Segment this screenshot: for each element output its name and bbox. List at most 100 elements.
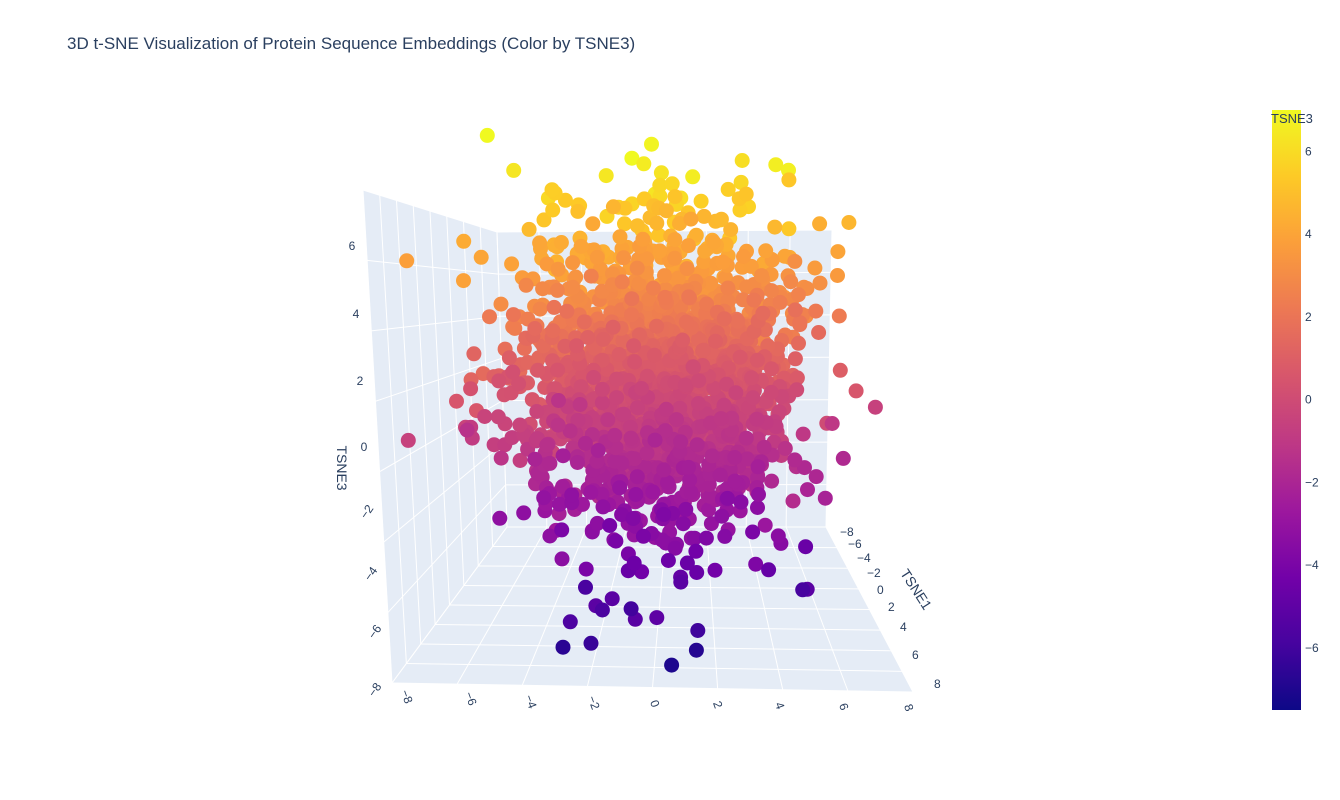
data-point	[628, 487, 644, 502]
data-point	[594, 352, 610, 368]
data-point	[627, 451, 642, 467]
data-point	[756, 439, 772, 455]
data-point	[518, 277, 534, 293]
data-point	[629, 260, 645, 276]
data-point	[831, 308, 847, 324]
data-point	[688, 642, 704, 658]
x-tick-label: 2	[710, 699, 726, 710]
colorbar-tick-label: −2	[1305, 475, 1319, 489]
data-point	[656, 462, 672, 478]
data-point	[546, 299, 562, 315]
data-point	[636, 156, 652, 172]
data-point	[449, 393, 464, 409]
data-point	[617, 216, 632, 232]
data-point	[486, 437, 502, 453]
data-point	[730, 313, 746, 329]
data-point	[570, 412, 586, 428]
data-point	[667, 250, 683, 266]
data-point	[554, 522, 570, 538]
data-point	[536, 212, 552, 228]
data-point	[714, 508, 730, 524]
data-point	[552, 496, 567, 512]
data-point	[505, 364, 521, 380]
data-point	[506, 162, 522, 178]
data-point	[542, 455, 558, 471]
data-point	[524, 392, 540, 408]
data-point	[664, 657, 680, 673]
data-point	[553, 235, 569, 250]
data-point	[466, 346, 482, 362]
data-point	[590, 443, 606, 458]
data-point	[746, 292, 762, 308]
data-point	[649, 610, 665, 626]
data-point	[573, 379, 589, 395]
data-point	[791, 335, 806, 351]
data-point	[595, 331, 611, 347]
data-point	[660, 553, 676, 568]
data-point	[594, 381, 610, 397]
data-point	[832, 362, 848, 378]
data-point	[767, 219, 783, 235]
data-point	[748, 556, 764, 572]
data-point	[800, 482, 815, 498]
z-tick-label: −6	[365, 622, 385, 642]
colorbar-tick-label: 2	[1305, 310, 1312, 324]
data-point	[492, 510, 508, 526]
colorbar-ticks: 6 4 2 0 −2 −4 −6	[1305, 144, 1319, 655]
data-point	[830, 268, 845, 283]
data-point	[622, 419, 638, 435]
data-point	[749, 411, 765, 427]
data-point	[745, 390, 761, 406]
data-point	[639, 368, 655, 384]
data-point	[600, 412, 616, 428]
data-point	[493, 450, 509, 466]
data-point	[754, 268, 770, 284]
data-point	[750, 459, 766, 475]
data-point	[757, 517, 773, 533]
data-point	[585, 216, 601, 232]
colorbar-tick-label: 4	[1305, 227, 1312, 241]
data-point	[463, 381, 479, 397]
data-point	[477, 409, 493, 424]
data-point	[713, 211, 729, 227]
data-point	[657, 289, 673, 305]
data-point	[626, 555, 642, 571]
y-tick-label: 0	[877, 583, 884, 597]
data-point	[687, 530, 703, 546]
y-tick-label: −8	[840, 525, 854, 539]
data-point	[641, 291, 657, 307]
data-point	[719, 490, 735, 506]
data-point	[785, 493, 801, 509]
x-tick-label: −8	[398, 688, 416, 706]
data-point	[511, 376, 527, 392]
data-point	[835, 450, 851, 466]
data-point	[623, 430, 639, 446]
data-point	[744, 370, 760, 386]
data-point	[812, 216, 828, 232]
data-point	[578, 579, 593, 595]
data-point	[624, 307, 640, 323]
data-point	[612, 480, 628, 496]
data-point	[651, 227, 667, 243]
data-point	[507, 320, 523, 336]
data-point	[570, 203, 586, 219]
data-point	[787, 253, 803, 269]
data-point	[708, 333, 723, 349]
data-points	[399, 127, 883, 673]
data-point	[604, 591, 620, 607]
data-point	[787, 452, 803, 468]
data-point	[738, 430, 754, 446]
data-point	[734, 153, 750, 168]
data-point	[555, 639, 571, 655]
data-point	[644, 136, 659, 152]
data-point	[667, 540, 683, 556]
data-point	[550, 417, 566, 433]
data-point	[625, 511, 641, 526]
colorbar	[1272, 110, 1301, 710]
data-point	[576, 314, 592, 330]
data-point	[787, 302, 803, 318]
data-point	[631, 276, 647, 292]
data-point	[535, 281, 551, 297]
